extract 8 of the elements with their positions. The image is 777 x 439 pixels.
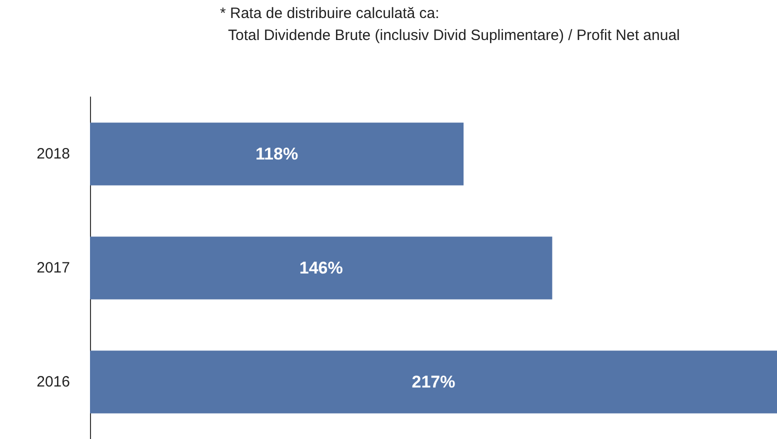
y-tick-label: 2016 <box>36 374 70 390</box>
data-label: 217% <box>412 372 456 392</box>
text: * Rata de distribuire calculată ca: <box>220 5 440 22</box>
text: Total Dividende Brute (inclusiv Divid Suplimentare) / Profit Net anual <box>228 27 680 44</box>
y-tick-label: 2017 <box>36 260 70 276</box>
data-label: 146% <box>299 258 343 278</box>
data-label: 118% <box>256 144 298 164</box>
y-tick-label: 2018 <box>36 146 70 162</box>
